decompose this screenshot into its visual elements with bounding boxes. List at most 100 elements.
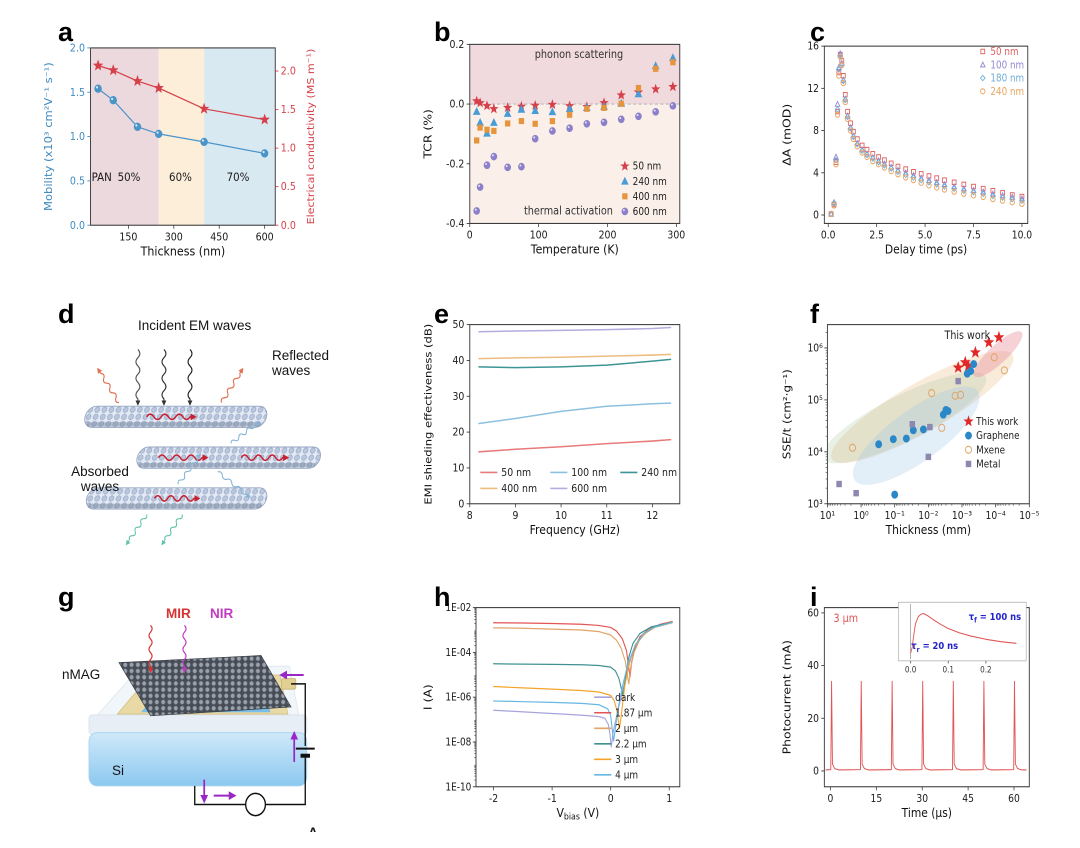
svg-text:400 nm: 400 nm bbox=[633, 191, 667, 203]
svg-text:180 nm: 180 nm bbox=[990, 73, 1024, 85]
panel-b-chart: 0 100 200 300 0.2 0.0 -0.2 -0.4 phonon scatterin… bbox=[421, 39, 685, 256]
panel-f-label: f bbox=[810, 299, 819, 329]
mir-label: MIR bbox=[166, 606, 191, 621]
svg-text:Graphene: Graphene bbox=[976, 431, 1019, 443]
svg-text:0.0: 0.0 bbox=[821, 230, 836, 242]
svg-text:0.0: 0.0 bbox=[905, 665, 917, 675]
svg-text:1E-08: 1E-08 bbox=[445, 737, 471, 749]
svg-text:Mxene: Mxene bbox=[976, 445, 1005, 457]
svg-text:600 nm: 600 nm bbox=[571, 483, 607, 495]
svg-text:10⁵: 10⁵ bbox=[807, 395, 822, 407]
svg-text:10³: 10³ bbox=[807, 499, 822, 511]
svg-text:100 nm: 100 nm bbox=[990, 60, 1024, 72]
svg-text:0.5: 0.5 bbox=[281, 182, 296, 194]
svg-text:1.5: 1.5 bbox=[70, 87, 85, 99]
svg-text:12: 12 bbox=[646, 510, 658, 522]
svg-text:1E-04: 1E-04 bbox=[445, 647, 471, 659]
svg-text:50%: 50% bbox=[118, 170, 141, 184]
svg-text:0: 0 bbox=[458, 499, 464, 511]
panel-d-art bbox=[84, 348, 321, 546]
panel-d: d Incident EM waves Reflected waves Abso… bbox=[40, 298, 340, 549]
svg-text:0: 0 bbox=[467, 230, 473, 242]
svg-text:dark: dark bbox=[615, 692, 635, 704]
svg-text:2.0: 2.0 bbox=[281, 66, 296, 78]
svg-text:This work: This work bbox=[944, 329, 991, 342]
svg-text:60: 60 bbox=[1008, 793, 1020, 805]
panel-h-label: h bbox=[434, 582, 451, 612]
svg-text:0.5: 0.5 bbox=[70, 176, 85, 188]
svg-text:0: 0 bbox=[608, 793, 614, 805]
panel-e-chart: 8 9 10 11 12 0 10 20 30 40 50 50 nm 100 nm 240 nm 400 … bbox=[422, 320, 681, 537]
svg-text:100: 100 bbox=[530, 230, 548, 242]
panel-e-plot: 8 9 10 11 12 0 10 20 30 40 50 50 nm 100 nm 240 nm 400 … bbox=[422, 320, 681, 537]
svg-text:1: 1 bbox=[666, 793, 672, 805]
svg-text:TCR (%): TCR (%) bbox=[421, 109, 434, 160]
svg-text:70%: 70% bbox=[227, 170, 250, 184]
svg-text:1.0: 1.0 bbox=[70, 132, 85, 144]
svg-text:ΔA (mOD): ΔA (mOD) bbox=[781, 104, 794, 166]
svg-text:5.0: 5.0 bbox=[918, 230, 933, 242]
svg-text:1.0: 1.0 bbox=[281, 143, 296, 155]
svg-text:1E-02: 1E-02 bbox=[445, 603, 471, 615]
svg-text:-0.4: -0.4 bbox=[446, 218, 464, 230]
svg-text:Delay time (ps): Delay time (ps) bbox=[885, 242, 967, 257]
svg-text:Thickness (nm): Thickness (nm) bbox=[140, 244, 225, 259]
panel-a-chart: 150 300 450 600 0.0 0.5 1.0 1.5 2.0 0.0 0.5 1.0 1.5 2… bbox=[42, 43, 316, 259]
internal-reflection-label: Internal reflection bbox=[334, 500, 340, 530]
svg-text:0: 0 bbox=[813, 766, 819, 778]
svg-text:4: 4 bbox=[813, 168, 819, 180]
nmag-label: nMAG bbox=[62, 667, 101, 682]
svg-text:2.2 μm: 2.2 μm bbox=[615, 739, 646, 751]
svg-text:20: 20 bbox=[807, 713, 819, 725]
panel-i: i 0 15 30 45 60 0 20 40 60 3 μm 0.0 0.1 0.2 τr = 20 n… bbox=[780, 581, 1040, 832]
panel-f-chart: 10¹ 10⁰ 10⁻¹ 10⁻² 10⁻³ 10⁻⁴ 10⁻⁵ 10³ 10⁴ 10⁵ 10⁶ Th… bbox=[781, 324, 1039, 537]
panel-g-label: g bbox=[58, 582, 75, 612]
svg-text:-2: -2 bbox=[489, 793, 498, 805]
svg-text:50 nm: 50 nm bbox=[501, 467, 531, 479]
svg-text:0.2: 0.2 bbox=[980, 665, 992, 675]
panel-i-chart: 0 15 30 45 60 0 20 40 60 3 μm 0.0 0.1 0.2 τr = 20 ns τ… bbox=[781, 601, 1030, 820]
panel-e: e 8 9 10 11 12 0 10 20 30 40 50 50 nm 100 nm 240 nm 40… bbox=[420, 298, 700, 549]
panel-i-plot: 0 15 30 45 60 0 20 40 60 3 μm 0.0 0.1 0.2 τr = 20 ns τ… bbox=[781, 601, 1030, 820]
svg-text:30: 30 bbox=[452, 391, 464, 403]
svg-text:-1: -1 bbox=[547, 793, 556, 805]
panel-a: a 150 300 450 600 0.0 0.5 1.0 1.5 2.0 0.0 0.5 1.0 1.… bbox=[40, 16, 340, 266]
svg-text:450: 450 bbox=[210, 232, 228, 244]
svg-text:60%: 60% bbox=[169, 170, 192, 184]
svg-text:600 nm: 600 nm bbox=[633, 206, 667, 218]
svg-text:1E-06: 1E-06 bbox=[445, 692, 471, 704]
svg-text:12: 12 bbox=[807, 83, 819, 95]
panel-b-label: b bbox=[434, 17, 451, 47]
svg-text:11: 11 bbox=[601, 510, 613, 522]
svg-text:10⁻²: 10⁻² bbox=[918, 510, 938, 522]
svg-text:Mobility (x10³ cm²V⁻¹ s⁻¹): Mobility (x10³ cm²V⁻¹ s⁻¹) bbox=[42, 62, 54, 211]
svg-text:100 nm: 100 nm bbox=[571, 467, 607, 479]
svg-text:Time (μs): Time (μs) bbox=[901, 805, 952, 820]
svg-text:10: 10 bbox=[452, 463, 464, 475]
panel-i-label: i bbox=[810, 582, 818, 612]
svg-text:45: 45 bbox=[962, 793, 974, 805]
svg-text:8: 8 bbox=[813, 126, 819, 138]
panel-g-art bbox=[88, 624, 315, 817]
svg-text:Vbias (V): Vbias (V) bbox=[556, 805, 599, 821]
panel-d-label: d bbox=[58, 299, 75, 329]
svg-text:200: 200 bbox=[599, 230, 617, 242]
svg-text:Metal: Metal bbox=[976, 459, 1000, 471]
svg-text:EMI shieding effectiveness (dB: EMI shieding effectiveness (dB) bbox=[422, 324, 434, 505]
absorbed-waves-label: Absorbed waves bbox=[71, 464, 129, 495]
svg-text:3 μm: 3 μm bbox=[834, 612, 859, 625]
svg-text:0.1: 0.1 bbox=[943, 665, 955, 675]
svg-text:240 nm: 240 nm bbox=[633, 176, 667, 188]
svg-text:This work: This work bbox=[975, 416, 1018, 428]
svg-text:0.0: 0.0 bbox=[281, 220, 296, 232]
svg-text:10⁻³: 10⁻³ bbox=[952, 510, 972, 522]
svg-text:15: 15 bbox=[871, 793, 883, 805]
svg-text:10⁻¹: 10⁻¹ bbox=[885, 510, 905, 522]
svg-text:20: 20 bbox=[452, 427, 464, 439]
svg-text:τr = 20 ns: τr = 20 ns bbox=[911, 642, 958, 654]
svg-text:phonon scattering: phonon scattering bbox=[535, 48, 624, 61]
svg-text:Electrical conductivity (MS m⁻: Electrical conductivity (MS m⁻¹) bbox=[305, 49, 316, 225]
incident-waves-label: Incident EM waves bbox=[138, 318, 252, 333]
panel-e-label: e bbox=[434, 299, 450, 329]
